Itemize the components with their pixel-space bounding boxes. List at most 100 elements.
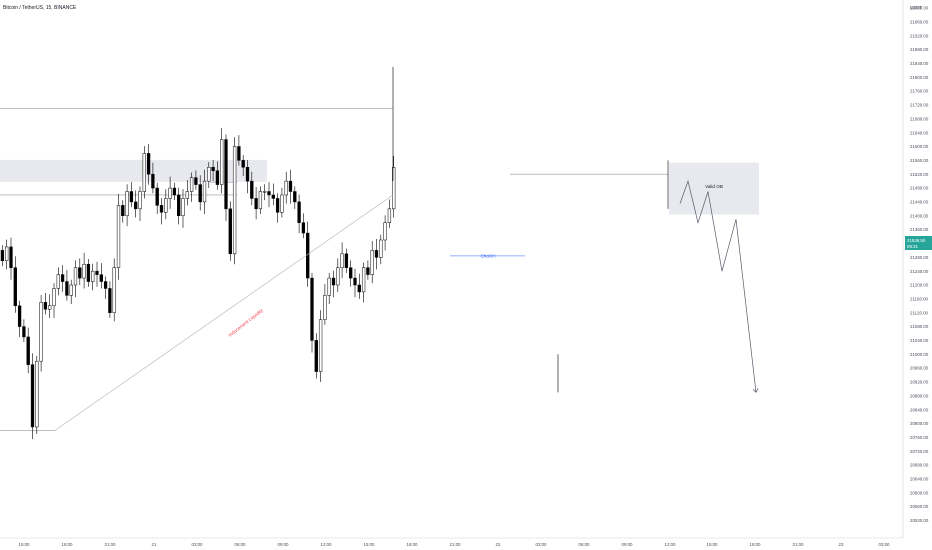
candle-down[interactable] — [357, 284, 361, 293]
candle-up[interactable] — [73, 267, 78, 286]
price-tick-label: 20760.00 — [910, 435, 929, 440]
candle-down[interactable] — [211, 167, 215, 171]
candle-down[interactable] — [374, 250, 379, 258]
candle-up[interactable] — [202, 180, 207, 203]
candle-up[interactable] — [361, 267, 366, 293]
candle-up[interactable] — [168, 187, 172, 199]
candle-down[interactable] — [0, 250, 5, 262]
candle-up[interactable] — [48, 305, 52, 310]
candle-down[interactable] — [60, 274, 65, 282]
candle-down[interactable] — [293, 191, 297, 203]
candle-up[interactable] — [52, 288, 56, 307]
candle-down[interactable] — [366, 267, 370, 275]
candle-up[interactable] — [69, 284, 73, 296]
candle-up[interactable] — [112, 267, 116, 313]
candle-up[interactable] — [340, 253, 344, 268]
candle-down[interactable] — [241, 160, 245, 168]
candle-down[interactable] — [271, 194, 275, 199]
candle-down[interactable] — [108, 288, 112, 313]
candle-up[interactable] — [181, 198, 185, 216]
candle-down[interactable] — [215, 170, 220, 185]
candle-down[interactable] — [194, 177, 198, 185]
candle-up[interactable] — [82, 263, 86, 279]
candle-down[interactable] — [103, 281, 108, 289]
candle-down[interactable] — [198, 184, 202, 203]
candle-down[interactable] — [288, 180, 293, 192]
candle-down[interactable] — [331, 277, 336, 286]
candle-down[interactable] — [301, 222, 306, 234]
candle-up[interactable] — [142, 153, 146, 192]
candle-down[interactable] — [78, 267, 82, 279]
candle-down[interactable] — [267, 191, 271, 196]
candle-down[interactable] — [344, 253, 349, 268]
projection-path[interactable] — [679, 179, 757, 393]
candle-down[interactable] — [306, 232, 310, 279]
candle-down[interactable] — [65, 281, 69, 296]
candle-up[interactable] — [318, 319, 323, 372]
candle-down[interactable] — [155, 187, 159, 206]
candle-up[interactable] — [323, 295, 327, 320]
candle-up[interactable] — [207, 167, 211, 182]
candle-down[interactable] — [86, 263, 91, 282]
candle-down[interactable] — [250, 180, 254, 199]
candle-down[interactable] — [237, 146, 241, 161]
candle-down[interactable] — [297, 201, 301, 223]
candle-down[interactable] — [13, 267, 17, 307]
candle-up[interactable] — [387, 208, 392, 223]
candle-down[interactable] — [22, 326, 26, 338]
candle-down[interactable] — [349, 267, 353, 279]
inducement-trendline[interactable] — [54, 194, 394, 431]
candle-down[interactable] — [9, 246, 13, 268]
candle-down[interactable] — [172, 187, 177, 196]
candle-up[interactable] — [164, 198, 168, 213]
candle-down[interactable] — [134, 201, 138, 210]
candle-up[interactable] — [91, 270, 95, 282]
candle-up[interactable] — [116, 205, 121, 268]
order-block-zone[interactable] — [669, 162, 759, 215]
candle-down[interactable] — [151, 173, 155, 189]
candle-up[interactable] — [370, 250, 374, 275]
candle-up[interactable] — [327, 277, 331, 296]
candle-up[interactable] — [258, 191, 263, 210]
time-axis[interactable]: 15:00 18:00 21:00 21 03:00 06:00 09:00 12:00 15:… — [19, 542, 891, 547]
candle-up[interactable] — [280, 194, 284, 213]
candle-up[interactable] — [232, 146, 237, 255]
candle-down[interactable] — [146, 153, 151, 175]
candle-up[interactable] — [35, 360, 39, 428]
candle-up[interactable] — [263, 191, 267, 193]
candle-up[interactable] — [39, 302, 43, 362]
candle-down[interactable] — [310, 277, 314, 341]
candle-down[interactable] — [30, 364, 35, 428]
candle-up[interactable] — [284, 180, 288, 196]
candle-up[interactable] — [138, 191, 142, 210]
candle-up[interactable] — [383, 222, 387, 241]
candle-down[interactable] — [254, 198, 258, 210]
candle-down[interactable] — [17, 305, 22, 327]
candle-down[interactable] — [353, 277, 357, 286]
candle-down[interactable] — [26, 336, 30, 365]
candle-down[interactable] — [159, 205, 164, 213]
candle-down[interactable] — [95, 270, 99, 275]
candle-up[interactable] — [379, 239, 383, 258]
candle-up[interactable] — [392, 167, 396, 210]
candle-up[interactable] — [125, 191, 129, 216]
candle-up[interactable] — [336, 267, 340, 286]
candle-down[interactable] — [43, 302, 48, 310]
candle-down[interactable] — [245, 167, 250, 182]
candle-up[interactable] — [189, 177, 194, 192]
candle-down[interactable] — [275, 198, 280, 213]
candle-down[interactable] — [228, 208, 232, 255]
candle-up[interactable] — [5, 246, 9, 262]
candle-down[interactable] — [129, 191, 134, 203]
candle-up[interactable] — [185, 191, 189, 199]
candle-down[interactable] — [99, 274, 103, 282]
candle-up[interactable] — [56, 274, 60, 289]
candle-down[interactable] — [121, 205, 125, 217]
time-tick-label: 09:00 — [278, 542, 290, 547]
candle-up[interactable] — [220, 139, 224, 185]
candle-down[interactable] — [224, 139, 228, 210]
candle-down[interactable] — [177, 194, 181, 217]
candle-down[interactable] — [314, 340, 318, 372]
